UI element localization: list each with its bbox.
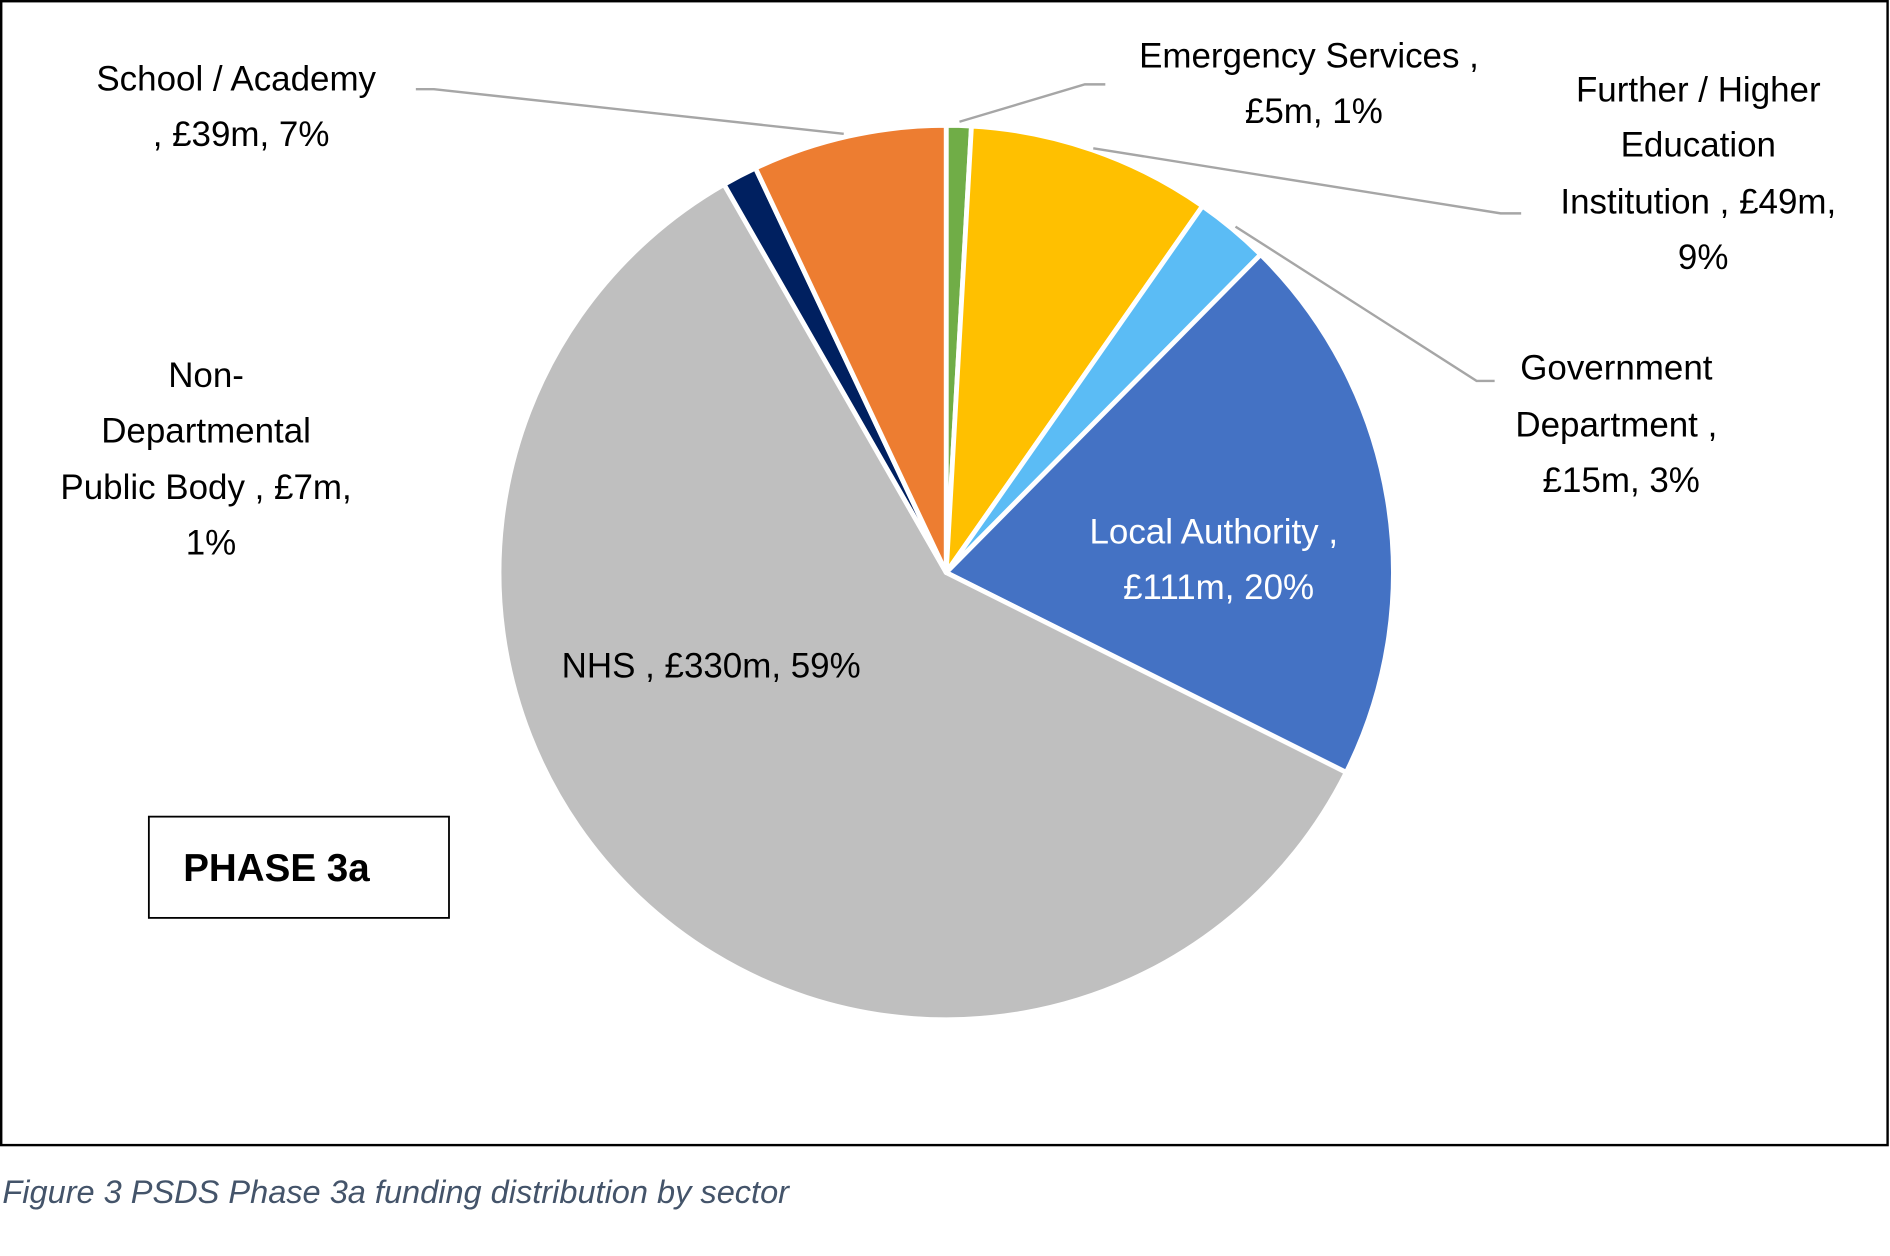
pie-slice-further-higher-education-institution <box>943 123 1205 575</box>
leader-gov <box>1234 225 1495 383</box>
leader-fe <box>1093 147 1522 215</box>
phase-box: PHASE 3a <box>147 815 450 919</box>
label-fe: Further / Higher Education Institution ,… <box>1560 70 1845 277</box>
label-gov: Government Department , £15m, 3% <box>1515 349 1727 500</box>
label-ndpb: Non- Departmental Public Body , £7m, 1% <box>60 356 361 563</box>
leader-school <box>415 88 844 136</box>
label-la: Local Authority , £111m, 20% <box>1089 513 1347 607</box>
label-nhs: NHS , £330m, 59% <box>562 646 861 685</box>
pie-slice-school-academy <box>753 122 949 575</box>
leader-lines <box>415 83 1522 383</box>
pie <box>496 122 1396 1023</box>
phase-label: PHASE 3a <box>183 847 370 890</box>
pie-slice-local-authority <box>943 252 1396 775</box>
label-emergency: Emergency Services , £5m, 1% <box>1139 37 1489 131</box>
data-labels: School / Academy , £39m, 7% Emergency Se… <box>60 37 1845 686</box>
figure-caption: Figure 3 PSDS Phase 3a funding distribut… <box>2 1174 790 1210</box>
leader-emergency <box>959 83 1106 123</box>
label-school: School / Academy , £39m, 7% <box>96 59 385 153</box>
pie-slice-nhs <box>496 182 1349 1023</box>
